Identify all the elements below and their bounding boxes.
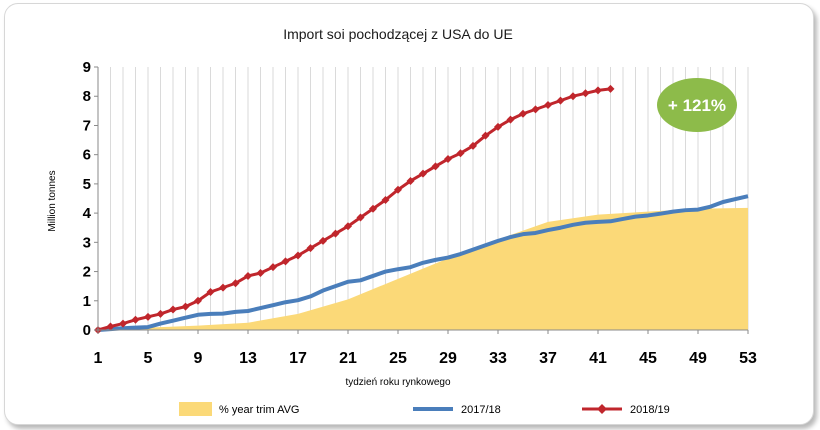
point-marker-2018-19 bbox=[319, 236, 327, 245]
point-marker-2018-19 bbox=[131, 315, 140, 324]
point-marker-2018-19 bbox=[481, 131, 490, 140]
chart-title: Import soi pochodzącej z USA do UE bbox=[283, 26, 513, 42]
x-tick-label: 17 bbox=[289, 350, 307, 367]
y-tick-label: 4 bbox=[83, 205, 92, 222]
y-tick-label: 9 bbox=[83, 59, 91, 76]
point-marker-2018-19 bbox=[331, 229, 340, 238]
x-tick-label: 37 bbox=[539, 350, 557, 367]
series-area-avg bbox=[98, 207, 748, 330]
point-marker-2018-19 bbox=[531, 105, 540, 114]
point-marker-2018-19 bbox=[156, 309, 165, 318]
y-tick-label: 3 bbox=[83, 234, 91, 251]
chart-svg: Import soi pochodzącej z USA do UE 01234… bbox=[47, 26, 757, 416]
y-tick-label: 1 bbox=[83, 293, 91, 310]
y-tick-label: 2 bbox=[83, 264, 91, 281]
legend-label-2017: 2017/18 bbox=[461, 404, 501, 416]
point-marker-2018-19 bbox=[356, 213, 365, 222]
point-marker-2018-19 bbox=[244, 271, 252, 280]
y-tick-label: 6 bbox=[83, 147, 91, 164]
point-marker-2018-19 bbox=[106, 322, 115, 331]
point-marker-2018-19 bbox=[294, 251, 302, 260]
point-marker-2018-19 bbox=[144, 312, 152, 321]
x-tick-label: 9 bbox=[194, 350, 203, 367]
growth-badge: + 121% bbox=[657, 78, 737, 132]
point-marker-2018-19 bbox=[456, 149, 465, 158]
point-marker-2018-19 bbox=[119, 319, 127, 328]
point-marker-2018-19 bbox=[206, 288, 215, 297]
point-marker-2018-19 bbox=[544, 100, 552, 109]
point-marker-2018-19 bbox=[269, 263, 277, 272]
point-marker-2018-19 bbox=[344, 222, 352, 231]
y-tick-label: 0 bbox=[83, 322, 91, 339]
point-marker-2018-19 bbox=[194, 296, 202, 305]
point-marker-2018-19 bbox=[256, 269, 265, 278]
point-marker-2018-19 bbox=[506, 115, 515, 124]
point-marker-2018-19 bbox=[231, 279, 240, 288]
legend-label-2018: 2018/19 bbox=[630, 404, 670, 416]
x-tick-label: 1 bbox=[94, 350, 103, 367]
x-axis-label: tydzień roku rynkowego bbox=[345, 377, 450, 388]
point-marker-2018-19 bbox=[581, 89, 590, 98]
y-axis-label: Million tonnes bbox=[47, 170, 58, 231]
x-tick-label: 5 bbox=[144, 350, 153, 367]
point-marker-2018-19 bbox=[169, 305, 177, 314]
point-marker-2018-19 bbox=[606, 84, 615, 93]
point-marker-2018-19 bbox=[444, 155, 452, 164]
y-tick-label: 8 bbox=[83, 88, 91, 105]
badge-text: + 121% bbox=[668, 96, 726, 115]
point-marker-2018-19 bbox=[519, 109, 527, 118]
point-marker-2018-19 bbox=[594, 86, 602, 95]
legend-swatch-area bbox=[179, 402, 212, 416]
x-tick-label: 49 bbox=[689, 350, 707, 367]
point-marker-2018-19 bbox=[556, 96, 565, 105]
point-marker-2018-19 bbox=[219, 283, 227, 292]
point-marker-2018-19 bbox=[419, 169, 427, 178]
x-tick-label: 29 bbox=[439, 350, 457, 367]
point-marker-2018-19 bbox=[181, 302, 190, 311]
badge-ellipse bbox=[657, 78, 737, 132]
legend-label-area: % year trim AVG bbox=[219, 404, 299, 416]
y-tick-label: 7 bbox=[83, 117, 91, 134]
x-tick-label: 25 bbox=[389, 350, 407, 367]
point-marker-2018-19 bbox=[469, 141, 477, 150]
x-tick-label: 13 bbox=[239, 350, 257, 367]
legend: % year trim AVG 2017/18 2018/19 bbox=[179, 402, 670, 416]
point-marker-2018-19 bbox=[494, 122, 502, 131]
x-tick-label: 33 bbox=[489, 350, 507, 367]
area-layer bbox=[98, 207, 748, 330]
point-marker-2018-19 bbox=[281, 257, 290, 266]
x-tick-label: 21 bbox=[339, 350, 357, 367]
series-line-2017-18 bbox=[97, 194, 749, 332]
x-tick-label: 41 bbox=[589, 350, 607, 367]
line-layer bbox=[94, 84, 749, 334]
point-marker-2018-19 bbox=[431, 162, 440, 171]
x-tick-label: 45 bbox=[639, 350, 657, 367]
point-marker-2018-19 bbox=[406, 176, 415, 185]
point-marker-2018-19 bbox=[306, 244, 315, 253]
y-tick-label: 5 bbox=[83, 176, 91, 193]
point-marker-2018-19 bbox=[381, 195, 390, 204]
point-marker-2018-19 bbox=[569, 92, 577, 101]
point-marker-2018-19 bbox=[369, 204, 377, 213]
legend-marker-2018 bbox=[597, 404, 607, 414]
x-tick-label: 53 bbox=[739, 350, 757, 367]
point-marker-2018-19 bbox=[394, 185, 402, 194]
